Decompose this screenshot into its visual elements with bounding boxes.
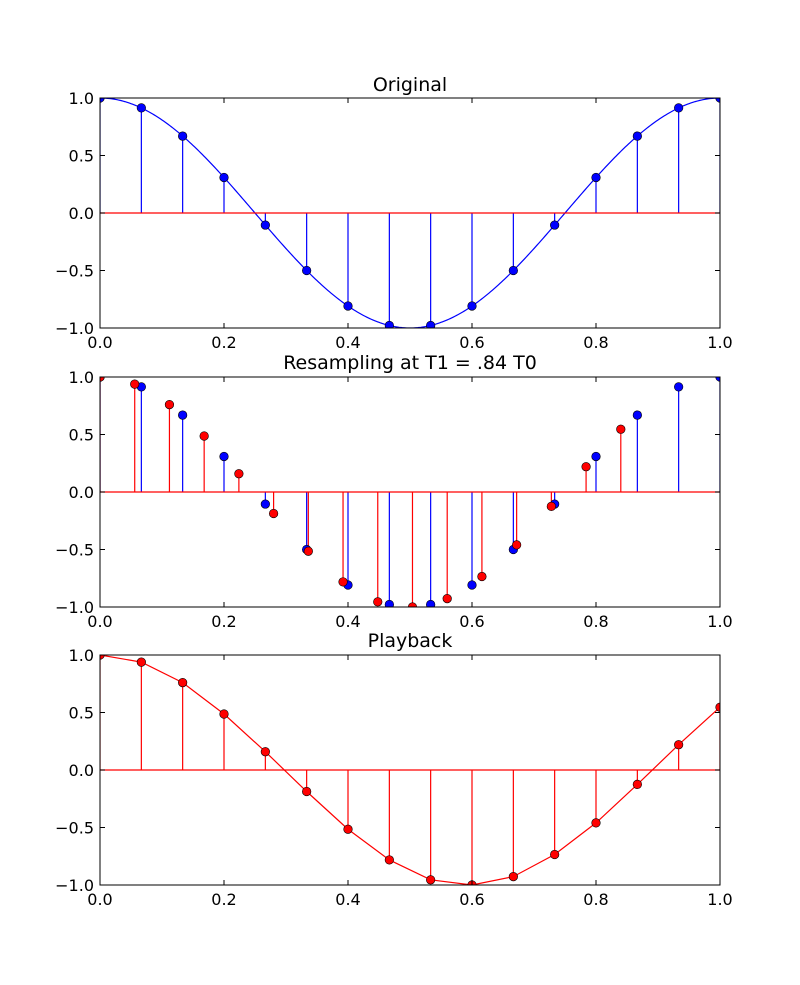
stem-marker — [442, 594, 452, 604]
curve-line — [100, 98, 720, 328]
panel-title-resampling: Resampling at T1 = .84 T0 — [283, 352, 537, 374]
x-tick-label: 0.0 — [87, 333, 112, 352]
playback-line — [100, 655, 720, 885]
stem-marker — [674, 740, 684, 750]
x-tick-label: 0.2 — [211, 333, 236, 352]
stem-marker — [632, 131, 642, 141]
x-tick-label: 0.2 — [211, 612, 236, 631]
y-tick-label: −1.0 — [55, 598, 94, 617]
stem-marker — [632, 779, 642, 789]
y-tick-label: 0.5 — [69, 426, 94, 445]
stem-marker — [100, 98, 105, 103]
stem-marker — [384, 599, 394, 607]
y-tick-label: 0.0 — [69, 204, 94, 223]
stem-marker — [343, 301, 353, 311]
stem-marker — [674, 382, 684, 392]
stem-marker — [591, 818, 601, 828]
stem-marker — [260, 747, 270, 757]
stem-marker — [508, 265, 518, 276]
stem-marker — [426, 320, 436, 328]
panel-original: 0.0 0.2 0.4 0.6 0.8 1.0 1.0 0.5 0.0 −0.5 −1.0 Origi… — [55, 74, 733, 352]
y-tick-label: −0.5 — [55, 541, 94, 560]
y-tick-label: 0.0 — [69, 761, 94, 780]
stem-marker — [219, 172, 229, 183]
y-tick-label: −0.5 — [55, 262, 94, 281]
stem-marker — [178, 410, 188, 420]
y-tick-label: 0.0 — [69, 483, 94, 502]
x-tick-label: 1.0 — [707, 612, 732, 631]
stem-marker — [581, 462, 591, 472]
y-tick-label: −0.5 — [55, 819, 94, 838]
stem-marker — [591, 172, 601, 183]
y-tick-label: 1.0 — [69, 368, 94, 387]
stem-marker — [632, 410, 642, 420]
x-tick-label: 0.6 — [459, 890, 484, 909]
stem-marker — [384, 855, 394, 865]
stem-marker — [715, 98, 720, 103]
stem-marker — [234, 469, 244, 479]
stem-marker — [178, 677, 188, 688]
x-tick-label: 0.8 — [583, 333, 608, 352]
stem-marker — [136, 657, 146, 667]
y-tick-label: 0.5 — [69, 704, 94, 723]
stem-marker — [467, 301, 477, 311]
y-tick-label: 0.5 — [69, 147, 94, 166]
stem-marker — [384, 320, 394, 328]
stem-marker — [591, 451, 601, 462]
stem-marker — [343, 824, 353, 834]
x-tick-label: 0.6 — [459, 333, 484, 352]
x-tick-label: 0.2 — [211, 890, 236, 909]
stem-marker — [178, 131, 188, 141]
y-tick-label: −1.0 — [55, 876, 94, 895]
stem-marker — [616, 424, 626, 434]
stem-marker — [269, 508, 279, 519]
stem-marker — [674, 103, 684, 113]
stem-marker — [303, 546, 313, 556]
stem-marker — [715, 702, 720, 712]
stem-marker — [199, 431, 209, 441]
stem-marker — [130, 379, 140, 389]
x-tick-label: 1.0 — [707, 890, 732, 909]
stem-marker — [407, 602, 418, 607]
stem-marker — [164, 400, 175, 410]
stem-marker — [302, 786, 312, 797]
stem-marker — [260, 499, 270, 509]
plot-content — [100, 98, 720, 328]
stem-marker — [302, 265, 312, 276]
y-tick-label: 1.0 — [69, 89, 94, 108]
stem-marker — [550, 849, 560, 860]
x-tick-label: 0.6 — [459, 612, 484, 631]
y-tick-label: 1.0 — [69, 646, 94, 665]
x-tick-label: 0.0 — [87, 890, 112, 909]
x-tick-label: 0.4 — [335, 612, 360, 631]
stem-marker — [373, 597, 383, 607]
stem-marker — [338, 577, 348, 587]
y-tick-label: −1.0 — [55, 319, 94, 338]
stem-marker — [508, 872, 518, 882]
x-tick-label: 0.0 — [87, 612, 112, 631]
stem-marker — [546, 501, 556, 511]
stem-marker — [467, 580, 477, 590]
panel-resampling: 0.0 0.2 0.4 0.6 0.8 1.0 1.0 0.5 0.0 −0.5 −1.0 Resam… — [55, 352, 733, 631]
stem-marker — [550, 220, 560, 230]
x-tick-label: 0.8 — [583, 612, 608, 631]
x-tick-label: 0.4 — [335, 333, 360, 352]
stem-marker — [219, 709, 229, 719]
x-tick-label: 0.4 — [335, 890, 360, 909]
plot-content — [100, 377, 720, 607]
stem-marker — [512, 540, 522, 550]
stem-marker — [260, 220, 270, 230]
stem-marker — [426, 875, 436, 885]
x-tick-label: 0.8 — [583, 890, 608, 909]
stem-marker — [477, 571, 487, 582]
panel-playback: 0.0 0.2 0.4 0.6 0.8 1.0 1.0 0.5 0.0 −0.5 −1.0 Playb… — [55, 630, 733, 909]
panel-title-playback: Playback — [368, 630, 453, 652]
stem-marker — [219, 451, 229, 462]
stem-marker — [136, 103, 146, 113]
x-tick-label: 1.0 — [707, 333, 732, 352]
stem-marker — [426, 599, 436, 607]
panel-title-original: Original — [373, 74, 447, 96]
